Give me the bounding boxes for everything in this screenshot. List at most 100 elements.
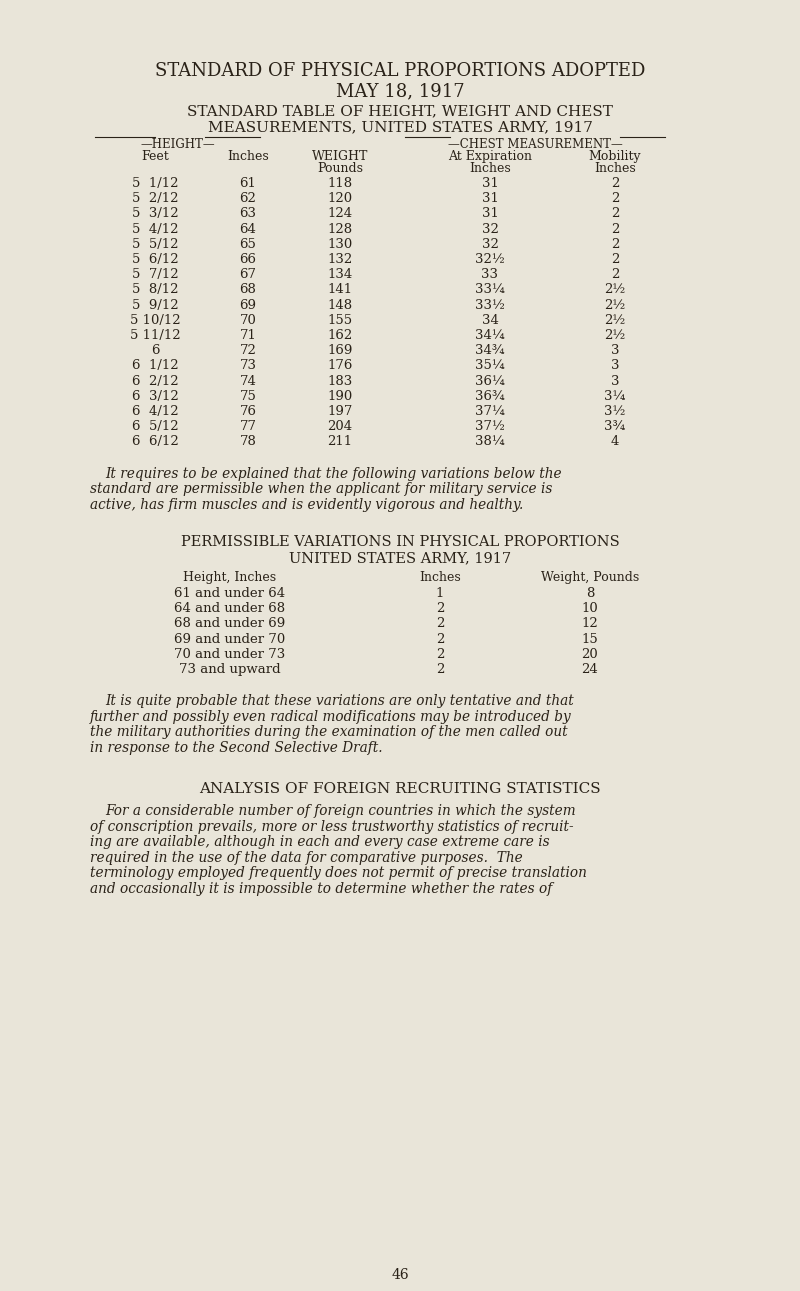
Text: 5  7/12: 5 7/12 [132, 269, 178, 281]
Text: 134: 134 [327, 269, 353, 281]
Text: MEASUREMENTS, UNITED STATES ARMY, 1917: MEASUREMENTS, UNITED STATES ARMY, 1917 [207, 120, 593, 134]
Text: 190: 190 [327, 390, 353, 403]
Text: STANDARD OF PHYSICAL PROPORTIONS ADOPTED: STANDARD OF PHYSICAL PROPORTIONS ADOPTED [155, 62, 645, 80]
Text: 2½: 2½ [604, 284, 626, 297]
Text: 4: 4 [611, 435, 619, 448]
Text: 6  3/12: 6 3/12 [132, 390, 178, 403]
Text: 75: 75 [239, 390, 257, 403]
Text: 33: 33 [482, 269, 498, 281]
Text: 66: 66 [239, 253, 257, 266]
Text: in response to the Second Selective Draft.: in response to the Second Selective Draf… [90, 741, 382, 755]
Text: 2: 2 [436, 633, 444, 646]
Text: 2½: 2½ [604, 329, 626, 342]
Text: 5  9/12: 5 9/12 [132, 298, 178, 311]
Text: Inches: Inches [227, 150, 269, 163]
Text: WEIGHT: WEIGHT [312, 150, 368, 163]
Text: and occasionally it is impossible to determine whether the rates of: and occasionally it is impossible to det… [90, 882, 552, 896]
Text: 3½: 3½ [604, 405, 626, 418]
Text: Inches: Inches [419, 571, 461, 584]
Text: 5  4/12: 5 4/12 [132, 222, 178, 235]
Text: Pounds: Pounds [317, 161, 363, 176]
Text: 5  2/12: 5 2/12 [132, 192, 178, 205]
Text: 34¾: 34¾ [475, 345, 505, 358]
Text: ANALYSIS OF FOREIGN RECRUITING STATISTICS: ANALYSIS OF FOREIGN RECRUITING STATISTIC… [199, 782, 601, 797]
Text: 2½: 2½ [604, 314, 626, 327]
Text: 2: 2 [436, 648, 444, 661]
Text: 78: 78 [239, 435, 257, 448]
Text: 5  5/12: 5 5/12 [132, 238, 178, 250]
Text: 70 and under 73: 70 and under 73 [174, 648, 286, 661]
Text: 34: 34 [482, 314, 498, 327]
Text: 73: 73 [239, 359, 257, 372]
Text: 20: 20 [582, 648, 598, 661]
Text: 2: 2 [611, 238, 619, 250]
Text: 2: 2 [611, 192, 619, 205]
Text: the military authorities during the examination of the men called out: the military authorities during the exam… [90, 726, 568, 740]
Text: required in the use of the data for comparative purposes.  The: required in the use of the data for comp… [90, 851, 522, 865]
Text: active, has firm muscles and is evidently vigorous and healthy.: active, has firm muscles and is evidentl… [90, 497, 523, 511]
Text: 31: 31 [482, 208, 498, 221]
Text: 211: 211 [327, 435, 353, 448]
Text: 2: 2 [611, 177, 619, 190]
Text: Mobility: Mobility [589, 150, 642, 163]
Text: 24: 24 [582, 664, 598, 676]
Text: 120: 120 [327, 192, 353, 205]
Text: 8: 8 [586, 587, 594, 600]
Text: Inches: Inches [469, 161, 511, 176]
Text: 36¼: 36¼ [475, 374, 505, 387]
Text: 2: 2 [611, 269, 619, 281]
Text: 36¾: 36¾ [475, 390, 505, 403]
Text: 3¾: 3¾ [604, 420, 626, 434]
Text: 3¼: 3¼ [604, 390, 626, 403]
Text: 5 11/12: 5 11/12 [130, 329, 180, 342]
Text: 71: 71 [239, 329, 257, 342]
Text: 64: 64 [239, 222, 257, 235]
Text: UNITED STATES ARMY, 1917: UNITED STATES ARMY, 1917 [289, 551, 511, 565]
Text: 169: 169 [327, 345, 353, 358]
Text: 72: 72 [239, 345, 257, 358]
Text: 46: 46 [391, 1268, 409, 1282]
Text: 124: 124 [327, 208, 353, 221]
Text: —CHEST MEASUREMENT—: —CHEST MEASUREMENT— [448, 138, 622, 151]
Text: 68 and under 69: 68 and under 69 [174, 617, 286, 630]
Text: For a considerable number of foreign countries in which the system: For a considerable number of foreign cou… [105, 804, 576, 818]
Text: 6  6/12: 6 6/12 [132, 435, 178, 448]
Text: 38¼: 38¼ [475, 435, 505, 448]
Text: 2: 2 [436, 617, 444, 630]
Text: 5 10/12: 5 10/12 [130, 314, 180, 327]
Text: It is quite probable that these variations are only tentative and that: It is quite probable that these variatio… [105, 695, 574, 709]
Text: 61 and under 64: 61 and under 64 [174, 587, 286, 600]
Text: Feet: Feet [141, 150, 169, 163]
Text: 67: 67 [239, 269, 257, 281]
Text: 148: 148 [327, 298, 353, 311]
Text: It requires to be explained that the following variations below the: It requires to be explained that the fol… [105, 466, 562, 480]
Text: 68: 68 [239, 284, 257, 297]
Text: STANDARD TABLE OF HEIGHT, WEIGHT AND CHEST: STANDARD TABLE OF HEIGHT, WEIGHT AND CHE… [187, 105, 613, 117]
Text: 5  8/12: 5 8/12 [132, 284, 178, 297]
Text: 5  1/12: 5 1/12 [132, 177, 178, 190]
Text: 73 and upward: 73 and upward [179, 664, 281, 676]
Text: 31: 31 [482, 192, 498, 205]
Text: 69 and under 70: 69 and under 70 [174, 633, 286, 646]
Text: 61: 61 [239, 177, 257, 190]
Text: 5  3/12: 5 3/12 [132, 208, 178, 221]
Text: —HEIGHT—: —HEIGHT— [141, 138, 215, 151]
Text: MAY 18, 1917: MAY 18, 1917 [336, 83, 464, 99]
Text: 3: 3 [610, 359, 619, 372]
Text: 69: 69 [239, 298, 257, 311]
Text: 2½: 2½ [604, 298, 626, 311]
Text: 6: 6 [150, 345, 159, 358]
Text: 197: 197 [327, 405, 353, 418]
Text: 2: 2 [436, 603, 444, 616]
Text: At Expiration: At Expiration [448, 150, 532, 163]
Text: of conscription prevails, more or less trustworthy statistics of recruit-: of conscription prevails, more or less t… [90, 820, 574, 834]
Text: 33¼: 33¼ [475, 284, 505, 297]
Text: Inches: Inches [594, 161, 636, 176]
Text: 32: 32 [482, 222, 498, 235]
Text: 6  1/12: 6 1/12 [132, 359, 178, 372]
Text: Weight, Pounds: Weight, Pounds [541, 571, 639, 584]
Text: 162: 162 [327, 329, 353, 342]
Text: 3: 3 [610, 374, 619, 387]
Text: 32½: 32½ [475, 253, 505, 266]
Text: 62: 62 [239, 192, 257, 205]
